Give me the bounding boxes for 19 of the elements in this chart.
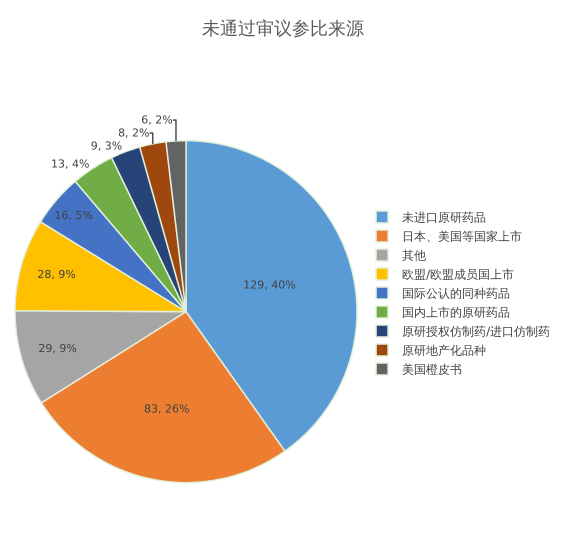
data-label: 129, 40% [243, 278, 296, 292]
legend-label: 欧盟/欧盟成员国上市 [402, 268, 514, 282]
legend-label: 原研授权仿制药/进口仿制药 [402, 324, 550, 339]
legend-label: 国内上市的原研药品 [402, 306, 510, 320]
data-label: 9, 3% [90, 140, 122, 153]
data-label: 13, 4% [50, 157, 90, 170]
legend-label: 国际公认的同种药品 [402, 286, 510, 301]
data-label: 29, 9% [38, 342, 77, 355]
data-label: 83, 26% [144, 402, 190, 416]
legend-label: 美国橙皮书 [402, 362, 462, 377]
legend-label: 其他 [402, 248, 426, 263]
data-label: 6, 2% [141, 114, 173, 127]
legend-label: 未进口原研药品 [402, 210, 486, 225]
data-label: 8, 2% [118, 126, 150, 140]
chart-title: 未通过审议参比来源 [202, 18, 364, 40]
data-label: 16, 5% [54, 208, 94, 222]
data-label: 28, 9% [37, 268, 76, 282]
legend-label: 日本、美国等国家上市 [402, 230, 522, 244]
legend-label: 原研地产化品种 [402, 344, 486, 358]
